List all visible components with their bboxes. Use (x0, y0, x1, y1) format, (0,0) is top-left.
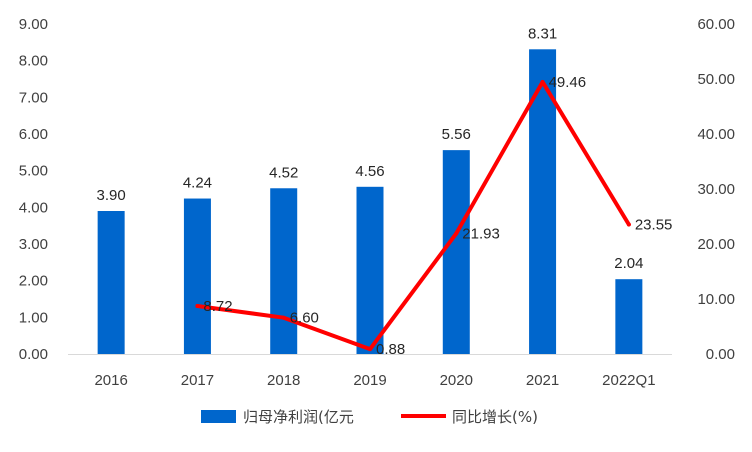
left-tick-label: 1.00 (19, 309, 48, 326)
category-label: 2017 (181, 372, 214, 389)
bar-value-label: 2.04 (614, 255, 643, 272)
right-tick-label: 10.00 (697, 291, 735, 308)
line-point (281, 315, 286, 320)
left-tick-label: 9.00 (19, 16, 48, 33)
right-tick-label: 50.00 (697, 71, 735, 88)
bar (183, 198, 211, 354)
left-tick-label: 4.00 (19, 199, 48, 216)
line-value-label: 6.60 (290, 310, 319, 327)
bar-value-label: 8.31 (528, 25, 557, 42)
left-tick-label: 8.00 (19, 53, 48, 70)
left-axis-ticks: 0.00 1.00 2.00 3.00 4.00 5.00 6.00 7.00 8.00 9.00 (19, 16, 48, 363)
right-tick-label: 60.00 (697, 16, 735, 33)
bar-value-label: 4.56 (355, 163, 384, 180)
line-series (195, 79, 631, 352)
category-label: 2022Q1 (602, 372, 655, 389)
bar-series (97, 49, 643, 355)
right-tick-label: 20.00 (697, 236, 735, 253)
category-label: 2021 (526, 372, 559, 389)
category-label: 2018 (267, 372, 300, 389)
legend: 归母净利润(亿元 同比增长(%) (201, 408, 538, 426)
line-point (195, 304, 200, 309)
line-point (540, 79, 545, 84)
bar-value-label: 3.90 (97, 187, 126, 204)
bar-value-label: 4.24 (183, 175, 212, 192)
line-value-label: 49.46 (549, 74, 587, 91)
category-label: 2016 (94, 372, 127, 389)
line-value-label: 21.93 (462, 225, 500, 242)
x-axis-ticks: 2016 2017 2018 2019 2020 2021 2022Q1 (94, 372, 655, 389)
right-axis-ticks: 0.00 10.00 20.00 30.00 40.00 50.00 60.00 (697, 16, 735, 363)
right-tick-label: 30.00 (697, 181, 735, 198)
left-tick-label: 3.00 (19, 236, 48, 253)
bar-value-label: 4.52 (269, 164, 298, 181)
left-tick-label: 2.00 (19, 273, 48, 290)
bar (442, 150, 470, 354)
right-tick-label: 0.00 (706, 346, 735, 363)
left-tick-label: 7.00 (19, 89, 48, 106)
bar (270, 188, 298, 354)
legend-label-line: 同比增长(%) (452, 408, 538, 426)
right-tick-label: 40.00 (697, 126, 735, 143)
bar (356, 186, 384, 354)
bar (97, 211, 125, 354)
line-point (454, 231, 459, 236)
line-value-label: 0.88 (376, 341, 405, 358)
legend-label-bar: 归母净利润(亿元 (243, 408, 354, 426)
left-tick-label: 0.00 (19, 346, 48, 363)
legend-swatch-bar (201, 410, 236, 423)
category-label: 2019 (353, 372, 386, 389)
bar-data-labels: 3.90 4.24 4.52 4.56 5.56 8.31 2.04 (97, 25, 644, 272)
line-value-label: 23.55 (635, 216, 673, 233)
bar-value-label: 5.56 (442, 126, 471, 143)
line-point (368, 347, 372, 352)
line-point (626, 222, 631, 227)
growth-line (195, 79, 631, 352)
bar (615, 279, 643, 354)
left-tick-label: 6.00 (19, 126, 48, 143)
category-label: 2020 (440, 372, 473, 389)
left-tick-label: 5.00 (19, 163, 48, 180)
line-data-labels: 8.72 6.60 0.88 21.93 49.46 23.55 (203, 74, 672, 358)
line-value-label: 8.72 (203, 298, 232, 315)
